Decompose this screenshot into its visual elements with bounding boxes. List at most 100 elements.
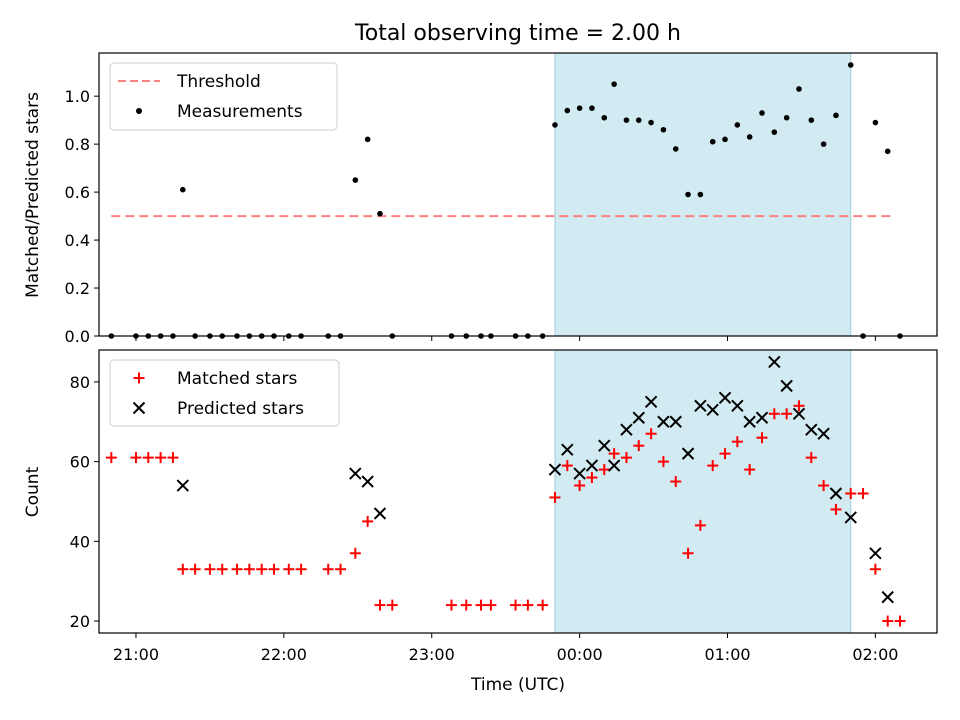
top-y-tick-label: 0.6 [65, 183, 90, 202]
predicted-star-point [780, 379, 793, 393]
predicted-star-point-b [644, 395, 658, 409]
matched-star-point [374, 599, 386, 611]
predicted-star-point [361, 475, 374, 488]
predicted-star-point-b [681, 447, 695, 460]
matched-star-point [694, 519, 706, 531]
legend-matched-swatch [133, 372, 145, 384]
matched-star-point [857, 487, 869, 499]
x-tick-label: 23:00 [409, 645, 455, 664]
measurement-point [833, 112, 839, 119]
predicted-star-point-b [829, 487, 843, 500]
predicted-star-point [620, 423, 633, 436]
measurement-point [364, 136, 371, 143]
predicted-star-point [755, 411, 769, 424]
matched-star-point [574, 480, 586, 492]
measurement-point [180, 186, 186, 193]
matched-star-point [549, 491, 561, 503]
top-axes-frame [98, 52, 938, 337]
matched-star-point [522, 599, 534, 611]
matched-star-point [445, 599, 457, 611]
matched-star-point [768, 408, 780, 420]
chart-title: Total observing time = 2.00 h [354, 21, 681, 46]
predicted-star-point [743, 415, 756, 428]
measurement-point [796, 86, 802, 92]
measurement-point [872, 119, 879, 126]
predicted-star-point [598, 439, 611, 452]
x-tick-label: 21:00 [113, 645, 159, 664]
matched-star-point [830, 503, 842, 515]
matched-star-point [731, 436, 743, 448]
predicted-star-point-b [694, 399, 707, 413]
predicted-star-point-b [817, 427, 830, 440]
predicted-star-point-b [743, 415, 756, 428]
top-y-tick-label: 0.2 [65, 279, 90, 298]
predicted-star-point [585, 459, 599, 472]
predicted-star-point [792, 407, 806, 420]
bottom-y-axis-label: Count [23, 466, 43, 517]
predicted-star-point-b [607, 459, 621, 472]
predicted-star-point-b [755, 411, 769, 424]
matched-star-point [231, 563, 243, 575]
matched-star-point [216, 563, 228, 575]
matched-star-point [882, 615, 894, 627]
top-y-tick-label: 0.4 [65, 231, 90, 250]
measurement-point [601, 114, 608, 121]
legend-matched-label: Matched stars [177, 369, 297, 389]
matched-star-point [756, 432, 768, 444]
predicted-star-point [694, 399, 707, 413]
bottom-y-tick-label: 20 [70, 612, 90, 631]
bottom-axes-frame [98, 349, 938, 634]
bottom-legend-box [109, 359, 340, 427]
matched-star-point [189, 563, 201, 575]
matched-star-point [620, 452, 632, 464]
bottom-y-tick-label: 40 [70, 532, 90, 551]
matched-star-point [657, 456, 669, 468]
measurement-point [660, 126, 667, 133]
matched-star-point [598, 464, 610, 476]
measurement-point [759, 110, 765, 116]
matched-star-point [243, 563, 255, 575]
matched-star-point [485, 599, 497, 611]
matched-star-point [155, 452, 167, 464]
legend-x-marker [132, 401, 146, 415]
matched-star-point [561, 460, 573, 472]
measurement-point [685, 191, 691, 198]
predicted-star-point [644, 395, 658, 409]
predicted-star-point-b [573, 467, 586, 480]
x-axis-label: Time (UTC) [470, 675, 565, 695]
measurement-point [672, 146, 679, 152]
measurement-point [589, 105, 595, 111]
predicted-star-point-b [349, 467, 362, 480]
matched-star-point [295, 563, 307, 575]
predicted-star-point-b [718, 391, 732, 405]
measurement-point [697, 191, 704, 198]
matched-star-point [869, 563, 881, 575]
predicted-star-point [176, 479, 190, 492]
predicted-star-point-b [768, 355, 781, 369]
x-tick-label: 02:00 [852, 645, 898, 664]
legend-measurements-swatch [136, 108, 142, 114]
measurement-point [771, 129, 778, 135]
predicted-star-point [548, 463, 562, 476]
x-tick-label: 22:00 [261, 645, 307, 664]
measurement-point [820, 141, 827, 147]
predicted-star-point-b [869, 547, 882, 560]
predicted-star-point [573, 467, 586, 480]
top-y-tick-label: 0.0 [65, 327, 90, 346]
predicted-star-point [805, 423, 818, 436]
matched-star-point [283, 563, 295, 575]
measurement-point [709, 138, 716, 145]
measurement-point [635, 117, 642, 123]
measurement-point [884, 148, 891, 155]
top-panel: 0.0 0.2 0.4 0.6 0.8 1.0 Matched/Predicted sta… [23, 52, 938, 346]
predicted-star-point-b [548, 463, 562, 476]
predicted-star-point-b [706, 403, 719, 416]
matched-star-point [167, 452, 179, 464]
measurement-point [746, 134, 753, 140]
top-y-tick-label: 1.0 [65, 87, 90, 106]
predicted-star-point-b [805, 423, 818, 436]
measurement-point [611, 81, 617, 87]
matched-star-point [586, 472, 598, 484]
